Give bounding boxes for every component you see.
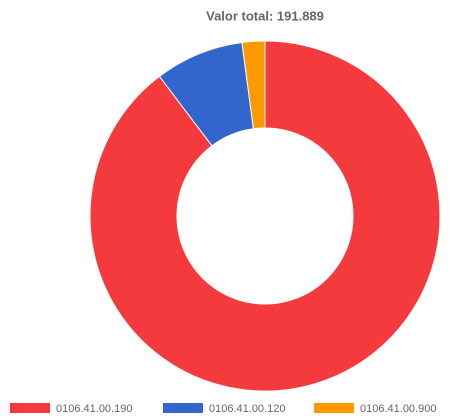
legend-label: 0106.41.00.900 (360, 403, 436, 415)
donut-slice (89, 40, 441, 392)
legend-swatch (163, 403, 203, 413)
chart-title: Valor total: 191.889 (206, 8, 324, 23)
legend-label: 0106.41.00.120 (209, 403, 285, 415)
donut-slice (241, 40, 266, 130)
legend-swatch (314, 403, 354, 413)
legend-label: 0106.41.00.190 (56, 403, 132, 415)
legend-swatch (10, 403, 50, 413)
